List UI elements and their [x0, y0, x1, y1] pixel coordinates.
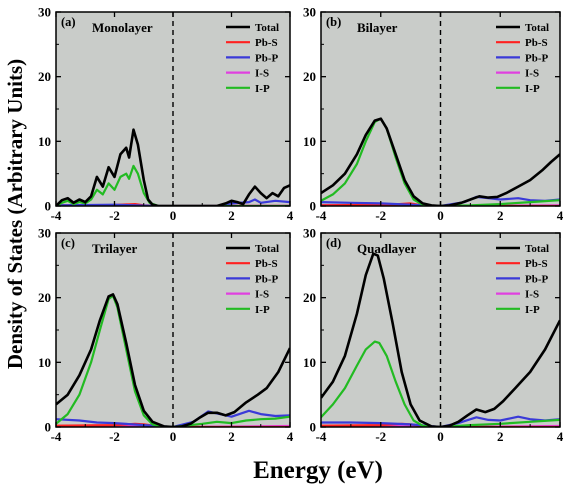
y-tick-label: 30: [38, 226, 51, 241]
x-tick-label: -4: [316, 429, 327, 444]
panel-bilayer: -4 -2 0 2 4 0 10 20 30 (b) Bilayer Total Pb-S Pb-P I-S…: [303, 5, 564, 224]
legend-label-total: Total: [525, 243, 549, 255]
legend-label-total: Total: [525, 22, 549, 34]
legend-label-pb-s: Pb-S: [255, 258, 278, 270]
legend-label-i-s: I-S: [525, 289, 539, 301]
legend-label-pb-p: Pb-P: [255, 52, 279, 64]
x-tick-label: -2: [109, 429, 120, 444]
y-tick-label: 20: [38, 69, 51, 84]
x-tick-label: 4: [557, 429, 564, 444]
y-tick-label: 20: [303, 290, 316, 305]
x-tick-label: -4: [51, 208, 62, 223]
series-i-p-line: [56, 164, 290, 206]
legend: Total Pb-S Pb-P I-S I-P: [496, 243, 549, 316]
panel-trilayer: -4 -2 0 2 4 0 10 20 30 (c) Trilayer Total Pb-S Pb-P I-…: [38, 226, 294, 445]
y-tick-label: 10: [303, 134, 316, 149]
x-tick-label: 2: [497, 429, 504, 444]
legend: Total Pb-S Pb-P I-S I-P: [226, 22, 279, 95]
panel-title: Bilayer: [357, 20, 398, 35]
x-tick-label: -2: [109, 208, 120, 223]
series-i-p-line: [321, 340, 560, 427]
y-tick-label: 10: [38, 134, 51, 149]
legend-label-i-s: I-S: [255, 68, 269, 80]
x-tick-label: 0: [170, 429, 177, 444]
x-tick-label: 0: [170, 208, 177, 223]
legend-label-total: Total: [255, 22, 279, 34]
plot-area: [56, 12, 290, 206]
series-total-line: [56, 128, 290, 206]
legend-label-pb-s: Pb-S: [255, 37, 278, 49]
legend-label-pb-p: Pb-P: [525, 273, 549, 285]
y-tick-label: 0: [310, 199, 317, 214]
panel-quadlayer: -4 -2 0 2 4 0 10 20 30 (d) Quadlayer Total Pb-S Pb-P I…: [303, 226, 564, 445]
panel-label: (d): [326, 236, 341, 250]
panel-label: (a): [61, 15, 76, 29]
x-tick-label: 2: [497, 208, 504, 223]
panel-label: (b): [326, 15, 341, 29]
x-tick-label: 4: [287, 429, 294, 444]
y-axis-title: Density of States (Arbitrary Units): [3, 59, 27, 369]
y-tick-label: 10: [303, 355, 316, 370]
legend-label-i-p: I-P: [525, 304, 540, 316]
legend-label-i-p: I-P: [255, 304, 270, 316]
x-tick-label: 2: [228, 208, 235, 223]
x-tick-label: -4: [51, 429, 62, 444]
panel-title: Trilayer: [92, 241, 137, 256]
legend-label-total: Total: [255, 243, 279, 255]
x-tick-label: 4: [287, 208, 294, 223]
legend-label-i-s: I-S: [255, 289, 269, 301]
plot-area: [56, 233, 290, 427]
legend: Total Pb-S Pb-P I-S I-P: [226, 243, 279, 316]
y-tick-label: 20: [303, 69, 316, 84]
y-tick-label: 30: [303, 5, 316, 20]
panel-title: Quadlayer: [357, 241, 416, 256]
y-tick-label: 10: [38, 355, 51, 370]
x-tick-label: 0: [437, 208, 444, 223]
x-tick-label: 2: [228, 429, 235, 444]
panel-monolayer: -4 -2 0 2 4 0 10 20 30 (a) Monolayer Total Pb-S Pb-P I…: [38, 5, 294, 224]
y-tick-label: 30: [303, 226, 316, 241]
x-tick-label: 0: [437, 429, 444, 444]
y-tick-label: 20: [38, 290, 51, 305]
x-tick-label: -2: [375, 429, 386, 444]
legend-label-pb-s: Pb-S: [525, 37, 548, 49]
series-i-p-line: [56, 294, 290, 427]
y-tick-label: 0: [45, 420, 52, 435]
legend: Total Pb-S Pb-P I-S I-P: [496, 22, 549, 95]
legend-label-pb-p: Pb-P: [525, 52, 549, 64]
x-axis-title: Energy (eV): [253, 457, 383, 484]
legend-label-i-p: I-P: [255, 83, 270, 95]
plot-area: [321, 12, 560, 206]
x-tick-label: -2: [375, 208, 386, 223]
y-tick-label: 0: [310, 420, 317, 435]
legend-label-pb-s: Pb-S: [525, 258, 548, 270]
legend-label-i-s: I-S: [525, 68, 539, 80]
y-tick-label: 0: [45, 199, 52, 214]
x-tick-label: 4: [557, 208, 564, 223]
legend-label-i-p: I-P: [525, 83, 540, 95]
y-tick-label: 30: [38, 5, 51, 20]
panel-label: (c): [61, 236, 75, 250]
x-tick-label: -4: [316, 208, 327, 223]
panel-title: Monolayer: [92, 20, 153, 35]
legend-label-pb-p: Pb-P: [255, 273, 279, 285]
plot-area: [321, 233, 560, 427]
